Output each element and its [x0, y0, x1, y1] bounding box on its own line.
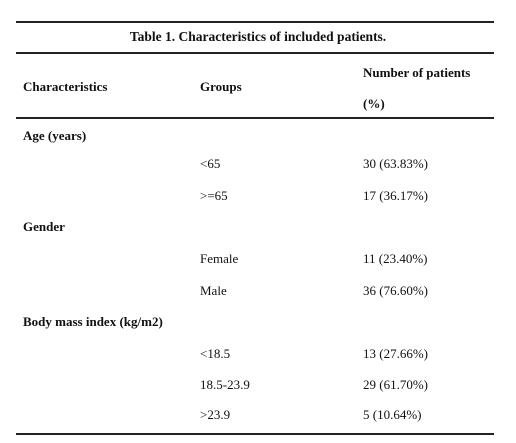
table-caption-rule: [16, 52, 494, 54]
table-row-value: 36 (76.60%): [363, 283, 428, 298]
table-caption: Table 1. Characteristics of included pat…: [129, 29, 387, 44]
table-row-value: 30 (63.83%): [363, 156, 428, 171]
table-top-rule: [16, 21, 494, 23]
section-label-age: Age (years): [23, 128, 87, 143]
table-row-value: 11 (23.40%): [363, 251, 428, 266]
table-row-value: 13 (27.66%): [363, 346, 428, 361]
header-number-line1: Number of patients: [363, 65, 471, 80]
header-number-line2: (%): [363, 96, 385, 111]
table-row-group: >=65: [200, 188, 228, 203]
header-groups: Groups: [200, 79, 242, 94]
table-row-group: 18.5-23.9: [200, 377, 250, 392]
table-header-rule: [16, 117, 494, 119]
table-row-group: >23.9: [200, 407, 231, 422]
table-row-group: <18.5: [200, 346, 231, 361]
table-row-value: 5 (10.64%): [363, 407, 422, 422]
table-row-value: 17 (36.17%): [363, 188, 428, 203]
table-row-group: Female: [200, 251, 239, 266]
header-characteristics: Characteristics: [23, 79, 108, 94]
table-row-value: 29 (61.70%): [363, 377, 428, 392]
table-row-group: <65: [200, 156, 221, 171]
table-row-group: Male: [200, 283, 227, 298]
section-label-bmi: Body mass index (kg/m2): [23, 314, 163, 329]
table-bottom-rule: [16, 433, 494, 435]
section-label-gender: Gender: [23, 219, 65, 234]
